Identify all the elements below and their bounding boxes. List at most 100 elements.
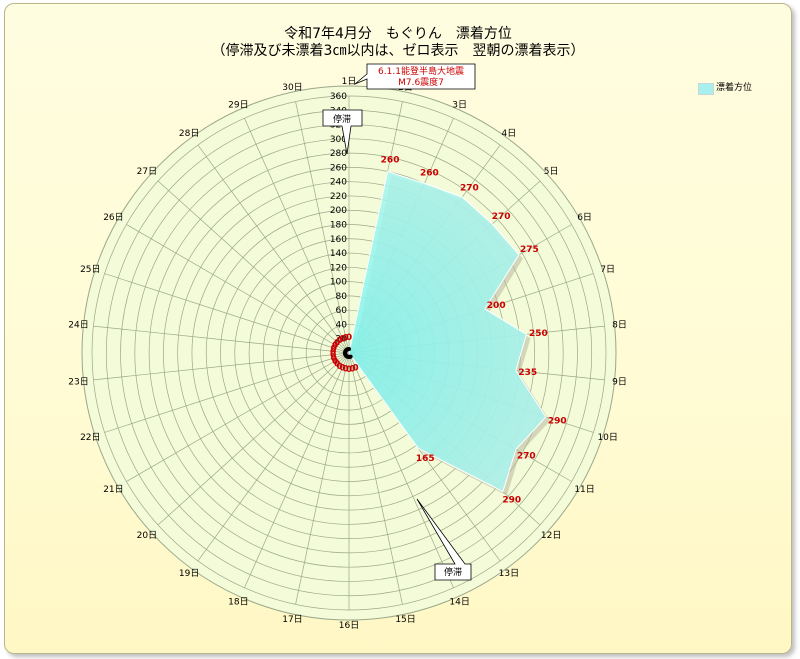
category-label: 29日: [228, 100, 248, 111]
value-label: 0: [334, 338, 340, 348]
grid-spoke: [126, 224, 350, 354]
category-label: 28日: [179, 128, 199, 139]
value-label: 0: [343, 365, 349, 375]
grid-spoke: [244, 352, 350, 588]
category-label: 11日: [574, 484, 594, 495]
grid-spoke: [197, 352, 350, 562]
category-label: 6日: [577, 212, 592, 223]
category-label: 12日: [541, 530, 561, 541]
radial-tick-label: 260: [330, 163, 347, 173]
radial-tick-label: 280: [330, 149, 347, 159]
category-label: 16日: [339, 620, 359, 631]
value-label: 0: [343, 333, 349, 343]
data-area: [343, 170, 550, 496]
category-label: 20日: [137, 530, 157, 541]
radial-tick-label: 220: [330, 192, 347, 202]
stagnation-callout-top: 停滞: [322, 109, 363, 155]
category-label: 14日: [449, 596, 469, 607]
category-label: 3日: [452, 100, 467, 111]
value-label: 0: [346, 333, 352, 343]
stagnation-callout-bottom: 停滞: [416, 498, 472, 581]
radial-tick-label: 200: [330, 206, 347, 216]
earthquake-callout: 6.1.1能登半島大地震 M7.6震度7: [354, 63, 476, 90]
value-label: 0: [330, 351, 336, 361]
category-label: 25日: [80, 264, 100, 275]
radial-tick-label: 360: [330, 92, 347, 102]
value-label: 0: [331, 344, 337, 354]
stagnation-bottom-label: 停滞: [444, 566, 462, 578]
grid-spoke: [104, 352, 350, 433]
grid-spoke: [157, 180, 350, 354]
category-label: 21日: [103, 484, 123, 495]
legend-label: 漂着方位: [716, 83, 753, 93]
grid-spoke: [104, 273, 350, 354]
title-line-2: （停滞及び未漂着3㎝以内は、ゼロ表示 翌朝の漂着表示）: [211, 43, 585, 59]
radial-tick-label: 100: [330, 278, 347, 288]
grid-spoke: [93, 352, 350, 381]
chart-title: 令和7年4月分 もぐりん 漂着方位 （停滞及び未漂着3㎝以内は、ゼロ表示 翌朝の…: [5, 26, 791, 60]
stagnation-top-label: 停滞: [333, 113, 351, 125]
category-label: 15日: [395, 614, 415, 625]
radial-tick-label: 160: [330, 235, 347, 245]
value-label: 0: [339, 364, 345, 374]
value-label: 0: [349, 365, 355, 375]
category-label: 7日: [600, 264, 615, 275]
category-labels: 1日2日3日4日5日6日7日8日9日10日11日12日13日14日15日16日1…: [68, 76, 627, 631]
value-label: 250: [529, 329, 548, 339]
category-label: 19日: [179, 568, 199, 579]
value-label: 270: [517, 451, 536, 461]
data-area-fill: [348, 170, 547, 493]
radial-tick-labels: 20 40 60 80 100 120 140 160 180 200 220 240 260 280 30…: [330, 92, 347, 345]
value-label: 0: [352, 364, 358, 374]
radar-chart: 20 40 60 80 100 120 140 160 180 200 220 240 260 280 30…: [68, 63, 627, 631]
earthquake-line-1: 6.1.1能登半島大地震: [378, 65, 464, 77]
title-line-1: 令和7年4月分 もぐりん 漂着方位: [284, 26, 512, 42]
value-label: 0: [332, 341, 338, 351]
grid-spoke: [348, 352, 454, 588]
radial-tick-label: 40: [336, 320, 348, 330]
radial-tick-label: 140: [330, 249, 347, 259]
radial-tick-label: 300: [330, 135, 347, 145]
category-label: 5日: [544, 166, 559, 177]
value-label: 0: [334, 360, 340, 370]
data-point-zero: [346, 347, 351, 352]
value-label: 235: [518, 368, 537, 378]
callouts: 6.1.1能登半島大地震 M7.6震度7 停滞 停滞: [322, 63, 476, 581]
value-label: 290: [548, 417, 567, 427]
value-label: 275: [520, 245, 539, 255]
category-label: 4日: [502, 128, 517, 139]
grid-spoke: [295, 101, 350, 354]
value-label: 200: [487, 301, 506, 311]
category-label: 9日: [612, 376, 627, 387]
category-label: 24日: [68, 320, 88, 331]
category-label: 30日: [282, 82, 302, 93]
grid-spoke: [295, 352, 350, 605]
grid-spoke: [244, 118, 350, 354]
category-label: 13日: [499, 568, 519, 579]
grid-spoke: [93, 325, 350, 354]
legend-swatch: [698, 83, 714, 95]
radial-tick-label: 60: [336, 306, 348, 316]
radial-tick-label: 80: [336, 292, 348, 302]
value-label: 0: [339, 334, 345, 344]
category-label: 18日: [228, 596, 248, 607]
radial-tick-label: 120: [330, 263, 347, 273]
value-label: 290: [502, 496, 521, 506]
value-label: 0: [346, 365, 352, 375]
value-label: 0: [330, 347, 336, 357]
value-label: 0: [336, 362, 342, 372]
value-label: 0: [331, 354, 337, 364]
earthquake-line-2: M7.6震度7: [398, 76, 444, 88]
value-labels: 0260260270270275200250235290270290165000…: [330, 156, 567, 506]
grid-spoke: [126, 352, 350, 482]
category-label: 8日: [612, 320, 627, 331]
value-label: 270: [492, 212, 511, 222]
category-label: 26日: [103, 212, 123, 223]
category-label: 27日: [137, 166, 157, 177]
value-label: 270: [460, 183, 479, 193]
category-label: 17日: [282, 614, 302, 625]
chart-frame: 令和7年4月分 もぐりん 漂着方位 （停滞及び未漂着3㎝以内は、ゼロ表示 翌朝の…: [4, 3, 792, 654]
value-label: 0: [336, 336, 342, 346]
grid-spoke: [197, 144, 350, 354]
category-label: 1日: [342, 76, 357, 87]
